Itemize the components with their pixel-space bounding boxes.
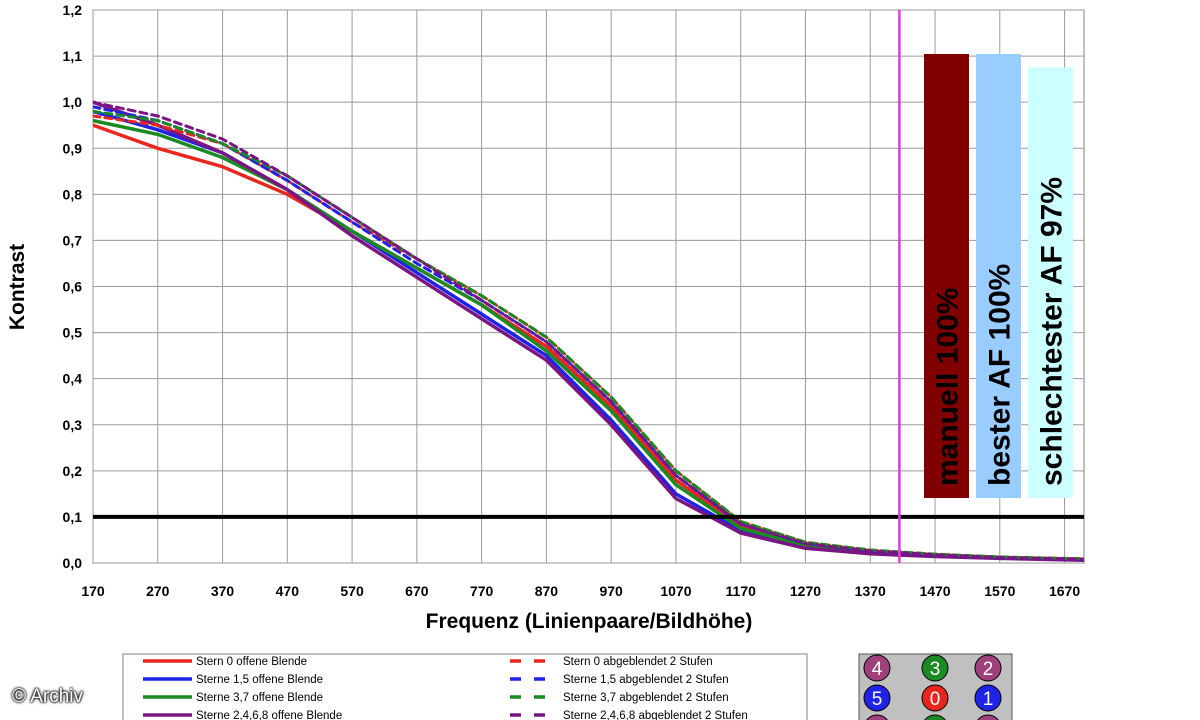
- x-axis-title: Frequenz (Linienpaare/Bildhöhe): [426, 610, 753, 633]
- position-marker-label: 0: [930, 689, 941, 710]
- legend-box: Stern 0 offene Blende Sterne 1,5 offene B…: [122, 653, 808, 720]
- x-tick-label: 1370: [855, 583, 886, 599]
- y-tick-label: 0,5: [63, 325, 83, 341]
- position-marker: [866, 714, 888, 720]
- position-marker: [974, 684, 1002, 712]
- position-marker-label: 1: [983, 689, 994, 710]
- score-bar: [1028, 67, 1073, 498]
- y-tick-label: 0,7: [63, 232, 83, 248]
- x-tick-label: 870: [535, 583, 559, 599]
- x-tick-label: 470: [276, 583, 300, 599]
- legend-label: Stern 0 offene Blende: [196, 656, 307, 668]
- legend-label: Sterne 2,4,6,8 abgeblendet 2 Stufen: [563, 710, 748, 720]
- position-marker: [974, 654, 1002, 682]
- legend-label: Sterne 3,7 abgeblendet 2 Stufen: [563, 692, 729, 704]
- y-tick-label: 0,6: [63, 279, 83, 295]
- position-marker-panel: 4 3 2 5 0 1: [858, 653, 1013, 720]
- score-bar-label: schlechtester AF 97%: [1036, 177, 1069, 486]
- x-tick-label: 670: [405, 583, 429, 599]
- reference-lines: [93, 10, 1084, 563]
- x-tick-label: 270: [146, 583, 170, 599]
- position-marker-label: 5: [872, 689, 883, 710]
- series-line: [93, 109, 1084, 561]
- position-marker: [924, 714, 946, 720]
- y-tick-label: 0,9: [63, 140, 83, 156]
- x-tick-label: 1670: [1049, 583, 1080, 599]
- copyright-credit: © Archiv: [12, 686, 84, 707]
- position-marker: [863, 684, 891, 712]
- y-tick-label: 0,3: [63, 417, 83, 433]
- x-tick-labels: 170 270 370 470 570 670 770 870 970 1070 1170 1270 1…: [81, 583, 1080, 599]
- legend-frame: [122, 653, 808, 720]
- x-tick-label: 570: [340, 583, 364, 599]
- series-group: [93, 100, 1084, 562]
- y-tick-label: 1,0: [63, 94, 83, 110]
- score-bar-label: bester AF 100%: [984, 264, 1017, 486]
- series-line: [93, 100, 1084, 561]
- x-tick-label: 1470: [919, 583, 950, 599]
- x-tick-label: 1570: [984, 583, 1015, 599]
- x-tick-label: 1070: [660, 583, 691, 599]
- x-tick-label: 370: [211, 583, 235, 599]
- series-line: [93, 100, 1084, 562]
- position-marker-label: 3: [930, 659, 941, 680]
- x-tick-label: 970: [599, 583, 623, 599]
- x-tick-label: 1170: [726, 583, 757, 599]
- position-marker: [921, 654, 949, 682]
- y-tick-label: 0,8: [63, 186, 83, 202]
- x-tick-label: 1270: [790, 583, 821, 599]
- position-marker: [921, 684, 949, 712]
- y-tick-label: 0,2: [63, 463, 83, 479]
- x-tick-label: 770: [470, 583, 494, 599]
- legend-label: Sterne 1,5 offene Blende: [196, 674, 323, 686]
- legend-label: Sterne 2,4,6,8 offene Blende: [196, 710, 342, 720]
- y-tick-label: 0,0: [63, 555, 83, 571]
- position-marker-label: 4: [872, 659, 883, 680]
- y-tick-label: 1,2: [63, 2, 83, 18]
- legend-label: Sterne 3,7 offene Blende: [196, 692, 323, 704]
- position-marker: [977, 714, 999, 720]
- y-tick-labels: 0,0 0,1 0,2 0,3 0,4 0,5 0,6 0,7 0,8 0,9 1,0 1,1 1,2: [63, 2, 83, 571]
- y-tick-label: 0,4: [63, 371, 83, 387]
- x-tick-label: 170: [81, 583, 105, 599]
- y-tick-label: 1,1: [63, 48, 83, 64]
- bars-group: manuell 100% bester AF 100% schlechtester …: [924, 54, 1073, 498]
- score-bar: [924, 54, 969, 498]
- legend-label: Sterne 1,5 abgeblendet 2 Stufen: [563, 674, 729, 686]
- position-marker-label: 2: [983, 659, 994, 680]
- score-bar-label: manuell 100%: [932, 288, 965, 486]
- legend-label: Stern 0 abgeblendet 2 Stufen: [563, 656, 713, 668]
- position-marker: [863, 654, 891, 682]
- score-bar: [976, 54, 1021, 498]
- y-axis-title: Kontrast: [6, 244, 29, 330]
- y-tick-label: 0,1: [63, 509, 83, 525]
